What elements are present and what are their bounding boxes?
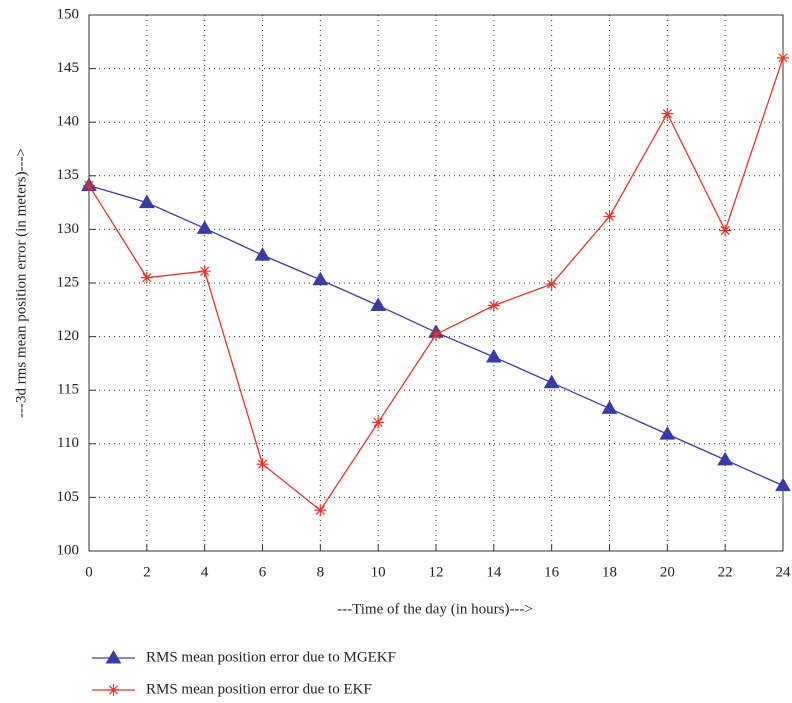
x-tick-label: 20	[660, 564, 675, 580]
marker	[545, 278, 558, 291]
x-tick-label: 8	[317, 564, 325, 580]
marker	[601, 400, 618, 414]
x-tick-label: 2	[143, 564, 151, 580]
y-tick-label: 125	[57, 274, 80, 290]
legend-marker	[105, 650, 122, 664]
x-tick-label: 10	[371, 564, 386, 580]
marker	[83, 179, 95, 192]
y-tick-label: 120	[57, 328, 80, 344]
marker	[719, 224, 732, 237]
marker	[777, 51, 789, 64]
x-tick-label: 22	[718, 564, 733, 580]
marker	[603, 210, 616, 223]
marker	[254, 247, 271, 261]
y-tick-label: 130	[57, 221, 80, 237]
x-tick-label: 24	[776, 564, 792, 580]
marker	[485, 348, 502, 363]
x-tick-label: 6	[259, 564, 267, 580]
marker	[372, 416, 385, 429]
x-axis-label: ---Time of the day (in hours)--->	[337, 601, 533, 617]
marker	[659, 426, 676, 440]
marker	[138, 194, 155, 209]
marker	[312, 271, 329, 286]
legend-marker	[107, 684, 120, 696]
marker	[314, 504, 327, 517]
x-tick-label: 16	[544, 564, 560, 580]
marker	[198, 265, 211, 278]
y-tick-label: 140	[57, 114, 80, 130]
y-tick-label: 115	[57, 382, 79, 398]
marker	[543, 374, 560, 389]
marker	[717, 451, 734, 466]
plot-frame	[88, 14, 784, 552]
marker	[487, 299, 500, 312]
marker	[775, 477, 791, 492]
legend-label: RMS mean position error due to EKF	[146, 681, 372, 697]
marker	[140, 271, 153, 284]
marker	[430, 328, 442, 341]
y-tick-label: 110	[57, 435, 79, 451]
y-tick-label: 100	[57, 542, 80, 558]
y-tick-label: 150	[57, 6, 80, 22]
marker	[370, 297, 387, 312]
legend-entry: RMS mean position error due to MGEKF	[92, 649, 396, 665]
y-tick-label: 145	[57, 60, 80, 76]
x-tick-label: 4	[201, 564, 209, 580]
y-tick-label: 135	[57, 167, 80, 183]
x-tick-label: 14	[486, 564, 502, 580]
y-tick-label: 105	[57, 489, 80, 505]
legend-label: RMS mean position error due to MGEKF	[146, 649, 396, 665]
legend-entry: RMS mean position error due to EKF	[92, 681, 372, 697]
marker	[196, 220, 213, 234]
y-axis-label: ---3d rms mean position error (in meters…	[13, 148, 29, 418]
marker	[661, 107, 674, 120]
marker	[256, 458, 269, 471]
x-tick-label: 12	[429, 564, 444, 580]
x-tick-label: 18	[602, 564, 617, 580]
x-tick-label: 0	[85, 564, 93, 580]
